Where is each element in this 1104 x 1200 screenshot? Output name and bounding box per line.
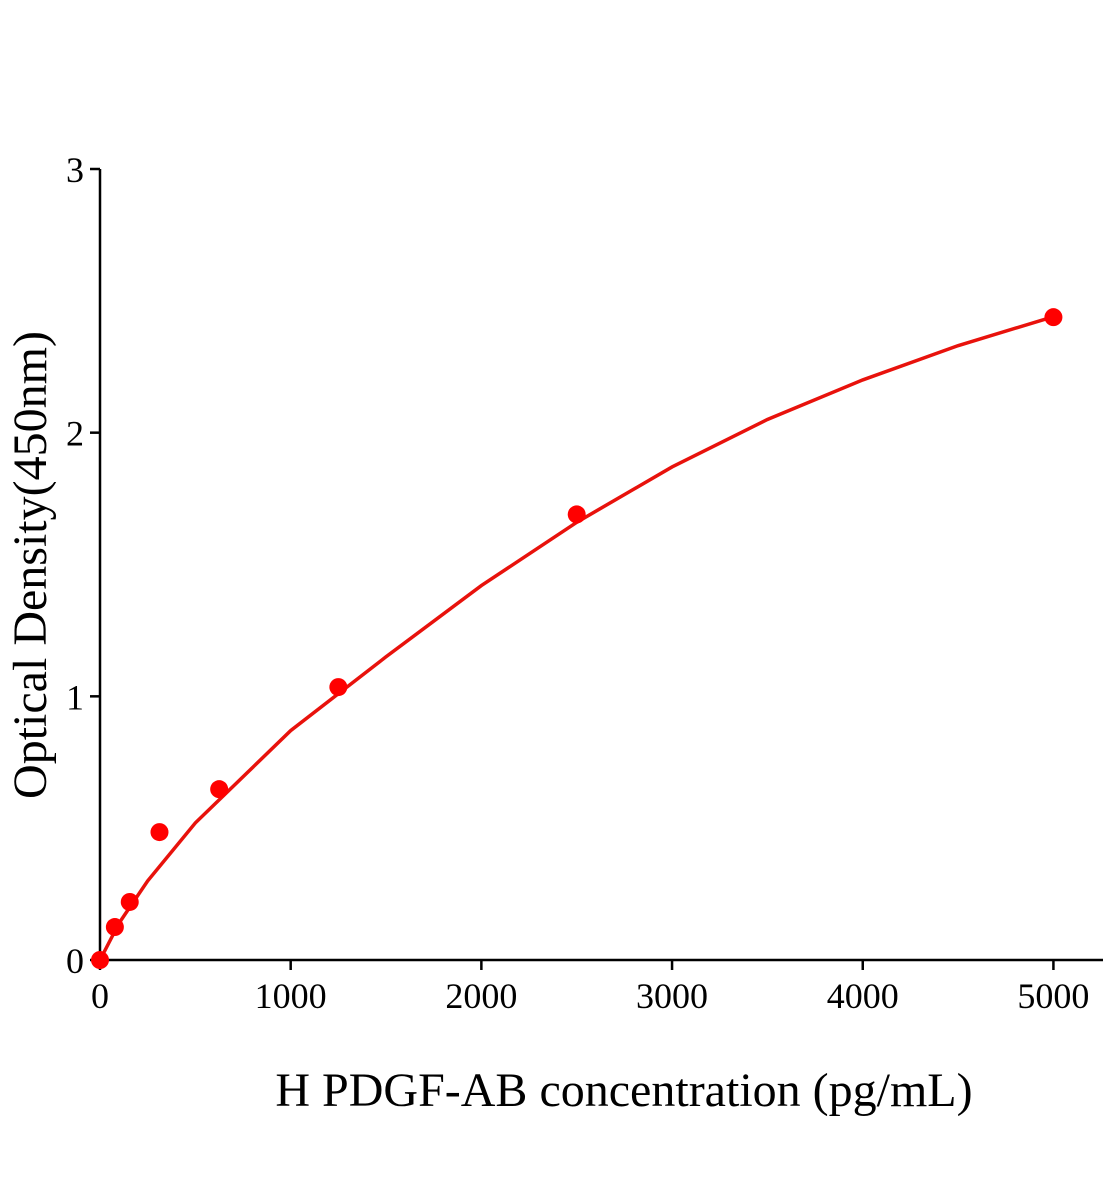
x-tick-label: 4000	[827, 976, 899, 1016]
data-point	[567, 505, 586, 524]
x-tick-label: 1000	[255, 976, 327, 1016]
x-tick-label: 5000	[1017, 976, 1089, 1016]
data-point	[105, 918, 124, 937]
x-tick-label: 3000	[636, 976, 708, 1016]
y-tick-label: 2	[66, 414, 84, 454]
fit-curve	[98, 314, 1054, 961]
data-point	[91, 951, 109, 969]
y-tick-label: 0	[66, 941, 84, 981]
y-tick-label: 3	[66, 150, 84, 190]
y-tick-label: 1	[66, 677, 84, 717]
x-axis-label: H PDGF-AB concentration (pg/mL)	[275, 1064, 972, 1117]
x-tick-label: 0	[91, 976, 109, 1016]
data-point	[1044, 308, 1063, 327]
data-point	[210, 780, 229, 799]
data-point	[329, 678, 348, 697]
y-axis-label: Optical Density(450nm)	[4, 331, 57, 799]
data-point	[150, 823, 169, 842]
x-tick-label: 2000	[445, 976, 517, 1016]
data-point	[120, 892, 139, 911]
